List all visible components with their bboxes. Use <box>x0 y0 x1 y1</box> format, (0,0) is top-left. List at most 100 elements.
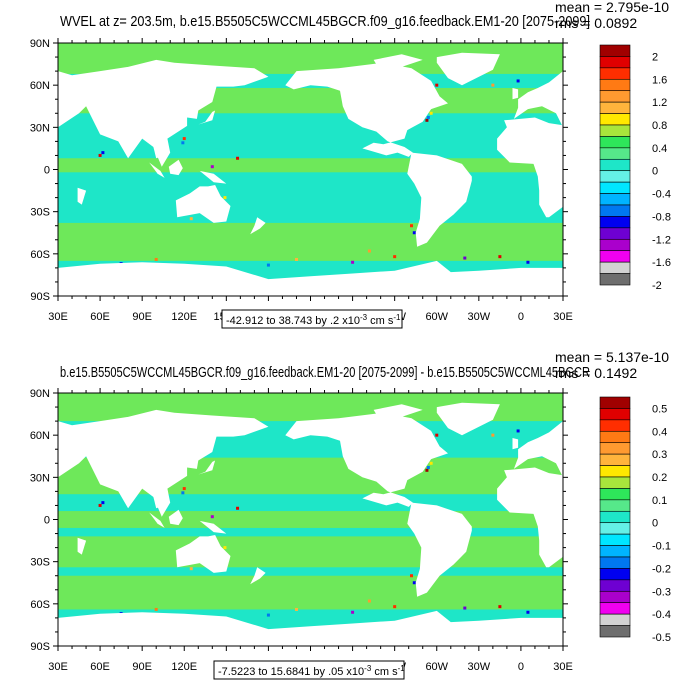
colorbar-label: 1.2 <box>652 97 667 109</box>
lon-tick-label: 0 <box>518 661 524 673</box>
range-text-part: -1 <box>393 313 401 322</box>
colorbar-label: 0.8 <box>652 120 667 132</box>
lat-tick-label: 30N <box>30 122 50 134</box>
field-speck-19 <box>154 257 158 261</box>
lat-tick-label: 0 <box>44 515 50 527</box>
colorbar-swatch-18 <box>599 238 631 252</box>
field-speck-14 <box>516 429 520 433</box>
landmass-sumatra <box>149 512 165 528</box>
field-speck-10 <box>426 465 430 469</box>
range-text: -7.5223 to 15.6841 by .05 x10-3 cm s-1 <box>218 664 405 679</box>
colorbar-swatch-21 <box>599 625 631 638</box>
colorbar-label: -0.8 <box>652 211 671 223</box>
range-box <box>221 309 403 329</box>
colorbar-label: 0.4 <box>652 426 667 438</box>
field-band-3 <box>58 158 563 173</box>
colorbar-label: -0.4 <box>652 189 671 201</box>
field-speck-28 <box>410 224 413 228</box>
stat-mean: mean = 2.795e-10 <box>555 0 669 15</box>
colorbar-swatch-6 <box>599 453 631 466</box>
colorbar-swatch-11 <box>599 510 631 524</box>
landmass-australia <box>175 535 231 573</box>
field-speck-25 <box>498 605 502 609</box>
field-speck-16 <box>435 83 439 87</box>
range-text-part: -3 <box>364 664 372 673</box>
field-speck-22 <box>351 260 355 264</box>
field-speck-23 <box>393 255 397 259</box>
landmass-japan <box>198 460 216 475</box>
lon-tick-label: 30W <box>468 661 491 673</box>
landmass-japan <box>198 110 216 125</box>
lon-tick-label: 0 <box>518 311 524 323</box>
lon-tick-label: 30E <box>48 661 68 673</box>
landmass-new-guinea <box>199 170 227 184</box>
landmass-new-guinea <box>199 520 227 534</box>
range-text-part: -1 <box>398 664 406 673</box>
colorbar-swatch-19 <box>599 250 631 263</box>
colorbar-label: 0 <box>652 518 658 530</box>
colorbar-swatch-7 <box>599 465 631 478</box>
lat-tick-label: 60S <box>30 599 50 611</box>
field-speck-6 <box>223 546 227 550</box>
field-speck-30 <box>189 567 193 571</box>
landmass-borneo <box>168 509 183 526</box>
colorbar-label: -1.6 <box>652 257 671 269</box>
stat-rms: rms = 0.1492 <box>555 365 637 381</box>
field-speck-29 <box>412 581 416 585</box>
colorbar-label: 0.2 <box>652 472 667 484</box>
lon-tick-label: 60E <box>90 661 110 673</box>
landmass-arctic-islands <box>373 404 423 422</box>
landmass-indochina <box>153 488 168 509</box>
colorbar-swatch-10 <box>599 499 631 512</box>
landmass-antarctica <box>58 260 563 296</box>
field-speck-19 <box>154 607 158 611</box>
landmass-antarctica <box>58 610 563 646</box>
lon-tick-label: 120E <box>171 311 197 323</box>
colorbar-swatch-15 <box>599 556 631 569</box>
lat-tick-label: 30N <box>30 472 50 484</box>
lat-tick-label: 60N <box>30 430 50 442</box>
panel-title: WVEL at z= 203.5m, b.e15.B5505C5WCCML45B… <box>60 13 590 30</box>
colorbar-swatch-13 <box>599 181 631 194</box>
map-field <box>58 43 563 296</box>
field-speck-4 <box>210 515 214 519</box>
lat-tick-label: 90S <box>30 291 50 303</box>
lat-tick-label: 90N <box>30 388 50 400</box>
field-speck-9 <box>425 468 429 472</box>
landmass-borneo <box>168 159 183 176</box>
colorbar-swatch-5 <box>599 90 631 103</box>
colorbar-swatch-1 <box>599 44 631 57</box>
colorbar-label: 0 <box>652 166 658 178</box>
field-speck-15 <box>491 83 495 87</box>
lat-tick-label: 30S <box>30 207 50 219</box>
colorbar-swatch-9 <box>599 488 631 501</box>
colorbar-swatch-15 <box>599 204 631 217</box>
field-speck-26 <box>526 260 530 264</box>
field-speck-28 <box>410 574 413 578</box>
colorbar-label: 0.5 <box>652 403 667 415</box>
field-band-3 <box>58 511 563 528</box>
lat-tick-label: 90N <box>30 38 50 50</box>
colorbar-label: 1.6 <box>652 74 667 86</box>
landmass-eurasia-east <box>513 421 563 478</box>
chart-panel-1: 90N60N30N030S60S90S30E60E90E120E150E1801… <box>30 0 671 329</box>
colorbar-swatch-16 <box>599 216 631 229</box>
colorbar-swatch-10 <box>599 147 631 160</box>
colorbar-swatch-20 <box>599 613 631 626</box>
field-speck-4 <box>210 165 214 169</box>
colorbar-label: -0.3 <box>652 586 671 598</box>
lat-tick-label: 60S <box>30 249 50 261</box>
field-speck-5 <box>236 156 240 160</box>
landmass-eurasia-east <box>513 71 563 128</box>
colorbar-swatch-3 <box>599 67 631 80</box>
field-speck-1 <box>98 503 102 507</box>
colorbar-label: -1.2 <box>652 234 671 246</box>
field-speck-7 <box>181 491 185 495</box>
field-speck-16 <box>435 433 439 437</box>
field-speck-15 <box>491 433 495 437</box>
field-speck-5 <box>236 506 240 510</box>
stat-mean: mean = 5.137e-10 <box>555 349 669 365</box>
field-speck-10 <box>426 115 430 119</box>
field-speck-20 <box>266 613 270 617</box>
field-band-4 <box>58 536 563 568</box>
